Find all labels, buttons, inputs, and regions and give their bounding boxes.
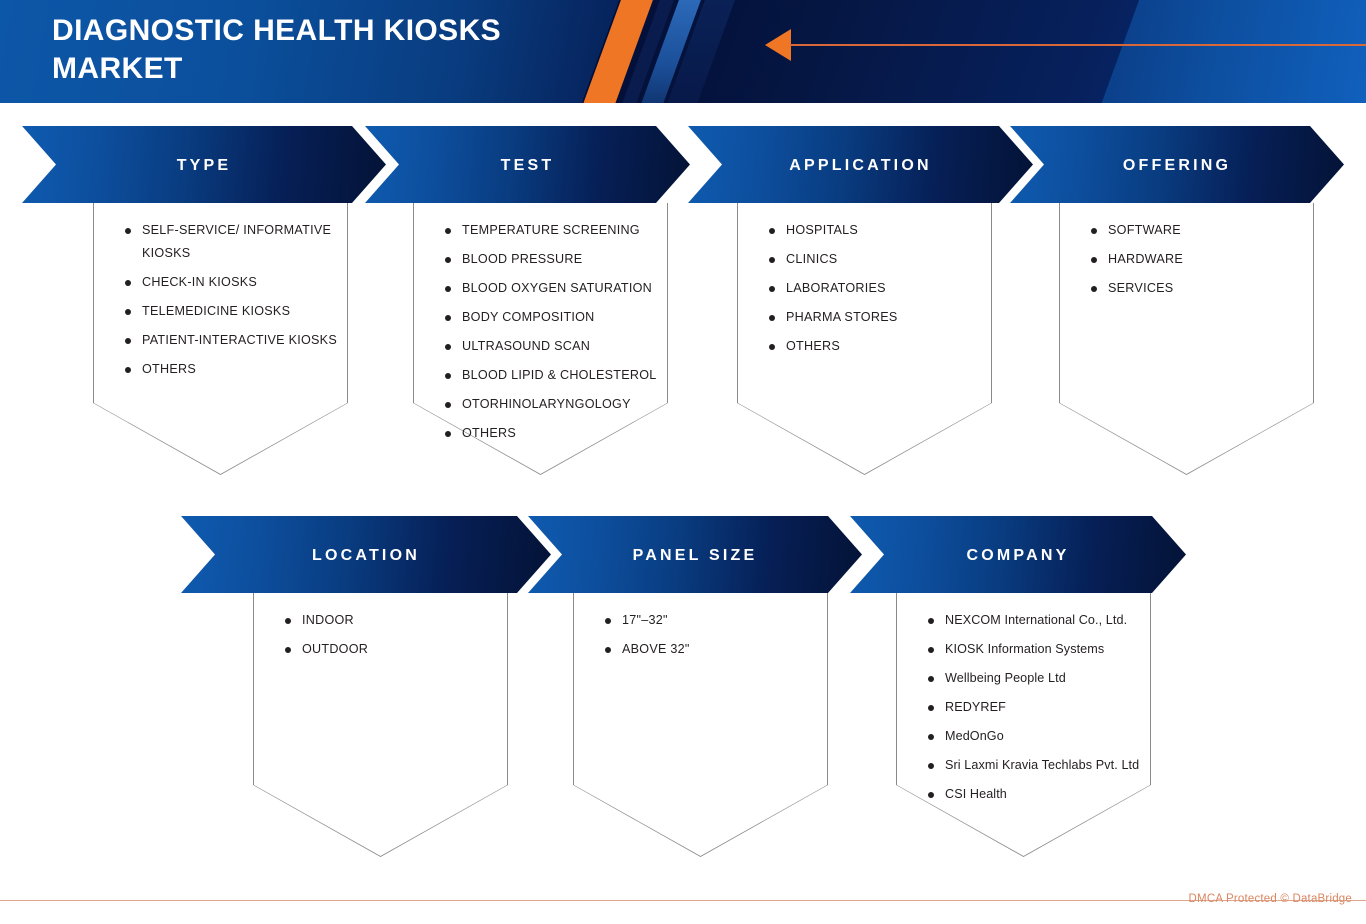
banner-test[interactable]: TEST xyxy=(365,126,690,203)
list-application: HOSPITALS CLINICS LABORATORIES PHARMA ST… xyxy=(769,219,982,364)
banner-application[interactable]: APPLICATION xyxy=(688,126,1033,203)
banner-label: APPLICATION xyxy=(789,156,932,174)
list-item: PHARMA STORES xyxy=(769,306,982,329)
banner-company[interactable]: COMPANY xyxy=(850,516,1186,593)
card-offering: SOFTWARE HARDWARE SERVICES xyxy=(1059,203,1314,475)
footer-accent-dash xyxy=(1079,900,1134,901)
list-item: TEMPERATURE SCREENING xyxy=(445,219,658,242)
card-test: TEMPERATURE SCREENING BLOOD PRESSURE BLO… xyxy=(413,203,668,475)
banner-label: PANEL SIZE xyxy=(632,546,758,564)
list-item: KIOSK Information Systems xyxy=(928,638,1141,661)
list-location: INDOOR OUTDOOR xyxy=(285,609,498,667)
list-item: OTHERS xyxy=(125,358,338,381)
card-location: INDOOR OUTDOOR xyxy=(253,593,508,857)
list-item: INDOOR xyxy=(285,609,498,632)
header-banner: Diagnostic Health Kiosks Market xyxy=(0,0,1366,103)
list-type: SELF-SERVICE/ INFORMATIVE KIOSKS CHECK-I… xyxy=(125,219,338,387)
list-item: SERVICES xyxy=(1091,277,1304,300)
list-item: REDYREF xyxy=(928,696,1141,719)
card-company: NEXCOM International Co., Ltd. KIOSK Inf… xyxy=(896,593,1151,857)
list-item: CLINICS xyxy=(769,248,982,271)
list-item: CHECK-IN KIOSKS xyxy=(125,271,338,294)
list-item: HOSPITALS xyxy=(769,219,982,242)
list-item: BLOOD OXYGEN SATURATION xyxy=(445,277,658,300)
list-item: TELEMEDICINE KIOSKS xyxy=(125,300,338,323)
banner-label: COMPANY xyxy=(966,546,1070,564)
card-type: SELF-SERVICE/ INFORMATIVE KIOSKS CHECK-I… xyxy=(93,203,348,475)
list-item: OUTDOOR xyxy=(285,638,498,661)
list-item: 17"–32" xyxy=(605,609,818,632)
list-item: LABORATORIES xyxy=(769,277,982,300)
list-item: HARDWARE xyxy=(1091,248,1304,271)
list-item: Wellbeing People Ltd xyxy=(928,667,1141,690)
card-application: HOSPITALS CLINICS LABORATORIES PHARMA ST… xyxy=(737,203,992,475)
list-item: Sri Laxmi Kravia Techlabs Pvt. Ltd xyxy=(928,754,1141,777)
dmca-notice: DMCA Protected © DataBridge xyxy=(1188,893,1352,905)
list-item: ULTRASOUND SCAN xyxy=(445,335,658,358)
list-item: SELF-SERVICE/ INFORMATIVE KIOSKS xyxy=(125,219,338,265)
list-test: TEMPERATURE SCREENING BLOOD PRESSURE BLO… xyxy=(445,219,658,451)
page-title: Diagnostic Health Kiosks Market xyxy=(52,14,502,85)
list-company: NEXCOM International Co., Ltd. KIOSK Inf… xyxy=(928,609,1141,812)
banner-label: LOCATION xyxy=(312,546,420,564)
footer-divider xyxy=(0,900,1366,901)
list-panel-size: 17"–32" ABOVE 32" xyxy=(605,609,818,667)
list-item: OTORHINOLARYNGOLOGY xyxy=(445,393,658,416)
arrow-line xyxy=(790,44,1366,46)
list-item: SOFTWARE xyxy=(1091,219,1304,242)
banner-label: TYPE xyxy=(176,156,232,174)
banner-offering[interactable]: OFFERING xyxy=(1010,126,1344,203)
card-panel-size: 17"–32" ABOVE 32" xyxy=(573,593,828,857)
list-item: OTHERS xyxy=(769,335,982,358)
list-item: BLOOD PRESSURE xyxy=(445,248,658,271)
list-item: CSI Health xyxy=(928,783,1141,806)
list-item: BLOOD LIPID & CHOLESTEROL xyxy=(445,364,658,387)
banner-location[interactable]: LOCATION xyxy=(181,516,551,593)
banner-type[interactable]: TYPE xyxy=(22,126,386,203)
list-item: NEXCOM International Co., Ltd. xyxy=(928,609,1141,632)
banner-label: TEST xyxy=(500,156,555,174)
left-arrow-icon xyxy=(765,29,791,61)
list-item: PATIENT-INTERACTIVE KIOSKS xyxy=(125,329,338,352)
list-offering: SOFTWARE HARDWARE SERVICES xyxy=(1091,219,1304,306)
list-item: MedOnGo xyxy=(928,725,1141,748)
banner-panel-size[interactable]: PANEL SIZE xyxy=(528,516,862,593)
banner-label: OFFERING xyxy=(1122,156,1232,174)
list-item: BODY COMPOSITION xyxy=(445,306,658,329)
list-item: OTHERS xyxy=(445,422,658,445)
list-item: ABOVE 32" xyxy=(605,638,818,661)
